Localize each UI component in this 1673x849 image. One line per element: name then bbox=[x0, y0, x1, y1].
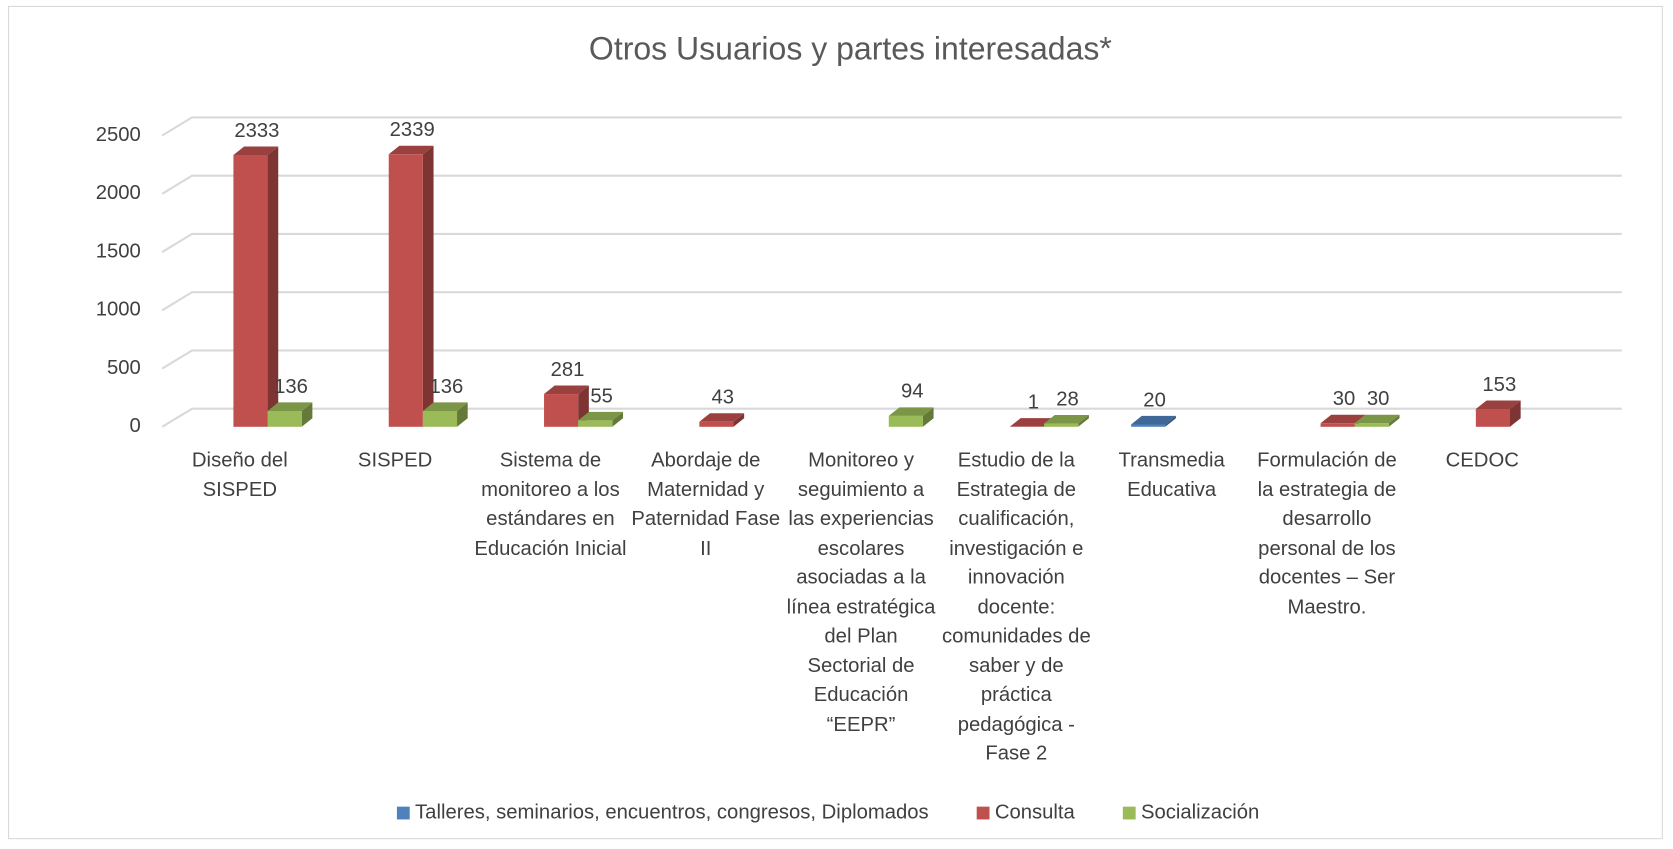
x-tick-label: CEDOC bbox=[1405, 446, 1559, 475]
x-tick-label-box: Estudio de la Estrategia de cualificació… bbox=[940, 446, 1094, 787]
x-tick-label: Diseño del SISPED bbox=[163, 446, 317, 505]
data-label: 94 bbox=[901, 381, 924, 403]
bar bbox=[544, 394, 578, 427]
y-tick-label: 0 bbox=[130, 415, 141, 437]
x-tick-label: SISPED bbox=[318, 446, 472, 475]
x-tick-label-box: SISPED bbox=[318, 446, 472, 787]
chart-title: Otros Usuarios y partes interesadas* bbox=[589, 31, 1112, 67]
data-label: 136 bbox=[429, 376, 463, 398]
y-tick-label: 500 bbox=[107, 357, 141, 379]
bar bbox=[389, 154, 423, 427]
x-tick-label-box: Formulación de la estrategia de desarrol… bbox=[1250, 446, 1404, 787]
y-tick-label: 2500 bbox=[96, 124, 141, 146]
x-tick-label-box: Abordaje de Maternidad y Paternidad Fase… bbox=[629, 446, 783, 787]
legend-swatch bbox=[397, 807, 410, 820]
bar bbox=[1476, 409, 1510, 427]
bar bbox=[1131, 424, 1165, 426]
x-tick-label: Transmedia Educativa bbox=[1095, 446, 1249, 505]
data-label: 136 bbox=[274, 376, 308, 398]
data-label: 20 bbox=[1143, 389, 1166, 411]
x-tick-label: Abordaje de Maternidad y Paternidad Fase… bbox=[629, 446, 783, 563]
bar bbox=[268, 411, 302, 427]
data-label: 28 bbox=[1056, 388, 1079, 410]
data-label: 153 bbox=[1482, 374, 1516, 396]
x-tick-label: Sistema de monitoreo a los estándares en… bbox=[474, 446, 628, 563]
data-label: 43 bbox=[712, 387, 735, 409]
bar bbox=[1355, 423, 1389, 426]
data-label: 1 bbox=[1028, 392, 1039, 414]
legend-label: Socialización bbox=[1141, 801, 1259, 823]
legend-swatch bbox=[1123, 807, 1136, 820]
legend-label: Talleres, seminarios, encuentros, congre… bbox=[415, 801, 929, 823]
x-tick-label: Formulación de la estrategia de desarrol… bbox=[1250, 446, 1404, 622]
x-tick-label-box: Diseño del SISPED bbox=[163, 446, 317, 787]
data-label: 30 bbox=[1367, 388, 1390, 410]
bar bbox=[578, 420, 612, 426]
data-label: 2339 bbox=[390, 119, 435, 141]
x-tick-label-box: CEDOC bbox=[1405, 446, 1559, 787]
bar bbox=[1044, 424, 1078, 427]
data-label: 30 bbox=[1333, 388, 1356, 410]
bar bbox=[423, 411, 457, 427]
y-tick-label: 1500 bbox=[96, 240, 141, 262]
x-tick-label-box: Sistema de monitoreo a los estándares en… bbox=[474, 446, 628, 787]
x-tick-label-box: Monitoreo y seguimiento a las experienci… bbox=[784, 446, 938, 787]
x-tick-label-box: Transmedia Educativa bbox=[1095, 446, 1249, 787]
bar bbox=[699, 422, 733, 427]
legend-label: Consulta bbox=[995, 801, 1076, 823]
bar bbox=[889, 416, 923, 427]
data-label: 2333 bbox=[234, 120, 279, 142]
x-tick-label: Monitoreo y seguimiento a las experienci… bbox=[784, 446, 938, 739]
data-label: 55 bbox=[590, 385, 613, 407]
legend-swatch bbox=[977, 807, 990, 820]
bar bbox=[233, 155, 267, 427]
y-tick-label: 1000 bbox=[96, 299, 141, 321]
data-label: 281 bbox=[551, 359, 585, 381]
x-tick-label: Estudio de la Estrategia de cualificació… bbox=[940, 446, 1094, 769]
y-tick-label: 2000 bbox=[96, 182, 141, 204]
bar bbox=[1321, 423, 1355, 426]
